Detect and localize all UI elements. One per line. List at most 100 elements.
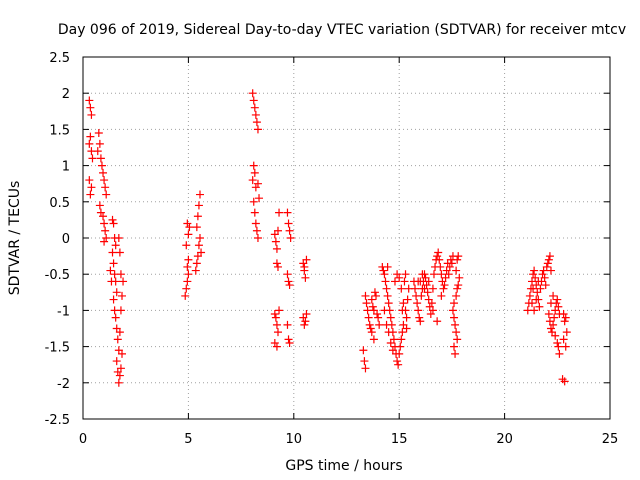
- data-point: [559, 335, 568, 344]
- data-point: [86, 190, 95, 199]
- axis-ticks: [82, 56, 611, 420]
- x-tick-label: 15: [391, 432, 408, 447]
- chart-title: Day 096 of 2019, Sidereal Day-to-day VTE…: [58, 22, 626, 38]
- data-point: [285, 281, 294, 290]
- data-point: [100, 176, 109, 185]
- data-point: [455, 273, 464, 282]
- x-tick-label: 10: [286, 432, 303, 447]
- data-point: [452, 266, 461, 275]
- data-point: [275, 306, 284, 315]
- data-point: [285, 226, 294, 235]
- data-point: [87, 110, 96, 119]
- data-point: [551, 331, 560, 340]
- data-point: [116, 364, 125, 373]
- data-point: [182, 284, 191, 293]
- data-point: [394, 360, 403, 369]
- data-point: [193, 212, 202, 221]
- data-point: [553, 295, 562, 304]
- x-tick-label: 0: [79, 432, 87, 447]
- plot-frame: [82, 56, 611, 420]
- data-point: [270, 338, 279, 347]
- data-point: [382, 320, 391, 329]
- data-point: [248, 89, 257, 98]
- data-point: [395, 349, 404, 358]
- data-point: [106, 266, 115, 275]
- data-point: [96, 208, 105, 217]
- y-tick-label: -0.5: [45, 268, 70, 283]
- data-point: [546, 266, 555, 275]
- data-point: [379, 266, 388, 275]
- data-point: [411, 284, 420, 293]
- data-point: [397, 284, 406, 293]
- data-point: [384, 299, 393, 308]
- data-point: [393, 270, 402, 279]
- data-point: [253, 179, 262, 188]
- data-point: [252, 226, 261, 235]
- data-point: [532, 295, 541, 304]
- data-point: [402, 324, 411, 333]
- data-point: [397, 335, 406, 344]
- data-point: [183, 277, 192, 286]
- data-point: [250, 168, 259, 177]
- data-point: [249, 96, 258, 105]
- data-point: [436, 262, 445, 271]
- data-point: [554, 342, 563, 351]
- data-point: [272, 244, 281, 253]
- data-point: [381, 277, 390, 286]
- data-point: [555, 349, 564, 358]
- data-point: [183, 262, 192, 271]
- y-tick-label: -1: [57, 304, 70, 319]
- data-point: [194, 241, 203, 250]
- data-point: [435, 255, 444, 264]
- data-point: [399, 299, 408, 308]
- data-point: [453, 284, 462, 293]
- data-point: [195, 234, 204, 242]
- data-point: [447, 259, 456, 268]
- data-point: [108, 215, 117, 224]
- data-point: [450, 342, 459, 351]
- data-point: [560, 377, 569, 386]
- data-point: [197, 248, 206, 257]
- data-point: [530, 266, 539, 275]
- y-tick-label: 2.5: [49, 51, 70, 66]
- data-point: [87, 183, 96, 192]
- data-point: [271, 237, 280, 246]
- data-point: [560, 317, 569, 326]
- y-tick-label: -1.5: [45, 341, 70, 356]
- data-point: [283, 270, 292, 279]
- data-point: [367, 328, 376, 337]
- x-tick-label: 25: [602, 432, 619, 447]
- data-point: [109, 259, 118, 268]
- data-point: [115, 371, 124, 380]
- data-point: [383, 262, 392, 271]
- data-point: [101, 226, 110, 235]
- data-point: [273, 328, 282, 337]
- data-point: [450, 299, 459, 308]
- y-tick-label: 1.5: [49, 123, 70, 138]
- data-point: [252, 118, 261, 127]
- data-point: [109, 295, 118, 304]
- data-point: [184, 270, 193, 279]
- data-point: [283, 320, 292, 329]
- data-point: [286, 234, 295, 242]
- data-point: [540, 273, 549, 282]
- data-point: [544, 255, 553, 264]
- data-point: [401, 270, 410, 279]
- data-point: [535, 302, 544, 311]
- data-point: [249, 197, 258, 206]
- data-point: [359, 346, 368, 355]
- data-point: [554, 302, 563, 311]
- data-point: [398, 306, 407, 315]
- data-point: [85, 139, 94, 148]
- data-point: [420, 284, 429, 293]
- data-point: [444, 270, 453, 279]
- data-point: [283, 208, 292, 217]
- data-point: [427, 299, 436, 308]
- data-point: [100, 219, 109, 228]
- data-point: [428, 284, 437, 293]
- data-point: [117, 291, 126, 300]
- data-point: [437, 270, 446, 279]
- data-point: [253, 234, 262, 242]
- data-point: [559, 310, 568, 319]
- data-point: [452, 291, 461, 300]
